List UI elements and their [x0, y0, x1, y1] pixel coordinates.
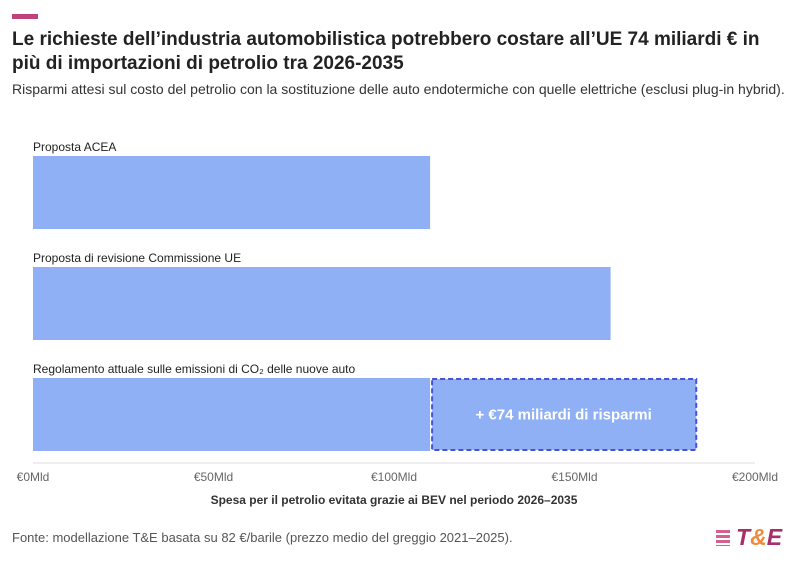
- te-logo: T&E: [716, 524, 782, 551]
- x-tick-label: €0Mld: [17, 470, 50, 484]
- category-label: Proposta ACEA: [33, 140, 116, 154]
- x-tick-label: €200Mld: [732, 470, 778, 484]
- highlight-bar: [431, 378, 698, 451]
- category-label: Proposta di revisione Commissione UE: [33, 251, 241, 265]
- chart-title: Le richieste dell’industria automobilist…: [12, 29, 760, 74]
- bar: [33, 378, 431, 451]
- chart-subtitle: Risparmi attesi sul costo del petrolio c…: [12, 81, 785, 97]
- x-tick-label: €150Mld: [551, 470, 597, 484]
- x-tick-label: €100Mld: [371, 470, 417, 484]
- bar: [33, 267, 611, 340]
- category-label: Regolamento attuale sulle emissioni di C…: [33, 362, 356, 376]
- source-note: Fonte: modellazione T&E basata su 82 €/b…: [12, 530, 513, 545]
- x-tick-label: €50Mld: [194, 470, 233, 484]
- x-axis-title: Spesa per il petrolio evitata grazie ai …: [211, 493, 578, 507]
- highlight-label: + €74 miliardi di risparmi: [475, 407, 651, 424]
- logo-lines-icon: [716, 530, 730, 546]
- bar: [33, 156, 431, 229]
- accent-bar: [12, 14, 38, 19]
